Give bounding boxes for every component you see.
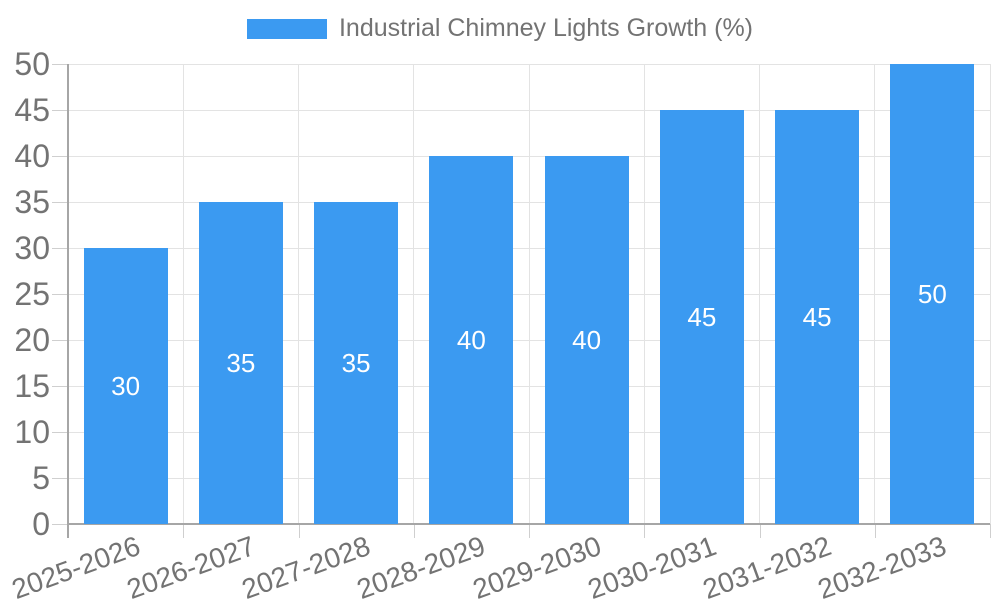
- y-tick-mark: [52, 202, 68, 203]
- x-axis-tick-label: 2032-2033: [814, 530, 951, 600]
- y-axis-tick-label: 0: [32, 506, 50, 542]
- bar-2029-2030[interactable]: [544, 156, 629, 524]
- bar-value-label: 35: [341, 348, 371, 378]
- y-tick-mark: [52, 478, 68, 479]
- bar-value-label: 40: [456, 325, 486, 355]
- y-axis-tick-label: 20: [14, 322, 50, 358]
- y-axis-tick-label: 50: [14, 46, 50, 82]
- y-axis-line: [67, 64, 69, 538]
- x-tick-mark: [413, 524, 415, 538]
- bar-2026-2027[interactable]: [198, 202, 283, 524]
- bar-value-label: 50: [917, 279, 947, 309]
- bar-value-label: 35: [226, 348, 256, 378]
- y-axis-tick-label: 25: [14, 276, 50, 312]
- x-gridline: [298, 64, 299, 524]
- y-tick-mark: [52, 432, 68, 433]
- legend-label: Industrial Chimney Lights Growth (%): [338, 14, 754, 42]
- x-gridline: [643, 64, 645, 524]
- x-tick-mark: [529, 524, 530, 538]
- bar-2030-2031[interactable]: [659, 110, 744, 524]
- y-axis-tick-label: 35: [14, 184, 50, 220]
- y-axis-tick-label: 5: [32, 460, 50, 496]
- y-tick-mark: [52, 156, 68, 157]
- bar-value-label: 30: [111, 371, 141, 401]
- legend[interactable]: Industrial Chimney Lights Growth (%): [0, 14, 1000, 43]
- x-tick-mark: [298, 524, 300, 538]
- legend-swatch: [246, 18, 327, 39]
- y-axis-tick-label: 45: [14, 92, 50, 128]
- x-gridline: [989, 64, 991, 524]
- bar-value-label: 40: [572, 325, 602, 355]
- y-tick-mark: [52, 340, 68, 341]
- x-tick-mark: [990, 524, 991, 538]
- y-tick-mark: [52, 294, 68, 295]
- y-tick-mark: [52, 248, 68, 249]
- bar-2032-2033[interactable]: [890, 64, 975, 524]
- y-tick-mark: [52, 524, 68, 525]
- x-axis-tick-label: 2026-2027: [122, 530, 260, 600]
- bar-2031-2032[interactable]: [775, 110, 860, 524]
- y-axis-tick-label: 40: [14, 138, 50, 174]
- x-tick-mark: [183, 524, 185, 538]
- x-axis-tick-label: 2031-2032: [698, 530, 836, 600]
- bar-2027-2028[interactable]: [314, 202, 399, 524]
- y-axis-tick-label: 15: [14, 368, 50, 404]
- y-tick-mark: [52, 110, 68, 111]
- x-axis-tick-label: 2027-2028: [237, 530, 375, 600]
- bar-2028-2029[interactable]: [429, 156, 514, 524]
- y-axis-tick-label: 10: [14, 414, 50, 450]
- x-tick-mark: [874, 524, 876, 538]
- x-gridline: [874, 64, 876, 524]
- bar-2025-2026[interactable]: [83, 248, 168, 524]
- x-gridline: [413, 64, 415, 524]
- x-axis-line: [68, 523, 990, 525]
- x-gridline: [528, 64, 530, 524]
- x-tick-mark: [644, 524, 646, 538]
- x-axis-tick-label: 2028-2029: [353, 530, 490, 600]
- y-tick-mark: [52, 386, 68, 387]
- x-gridline: [182, 64, 184, 524]
- y-axis-tick-label: 30: [14, 230, 50, 266]
- x-gridline: [759, 64, 760, 524]
- x-tick-mark: [759, 524, 761, 538]
- x-axis-tick-label: 2029-2030: [468, 530, 605, 600]
- bar-value-label: 45: [802, 302, 832, 332]
- y-tick-mark: [52, 64, 68, 65]
- x-axis-tick-label: 2030-2031: [583, 530, 721, 600]
- x-axis-tick-label: 2025-2026: [7, 530, 144, 600]
- bar-value-label: 45: [687, 302, 717, 332]
